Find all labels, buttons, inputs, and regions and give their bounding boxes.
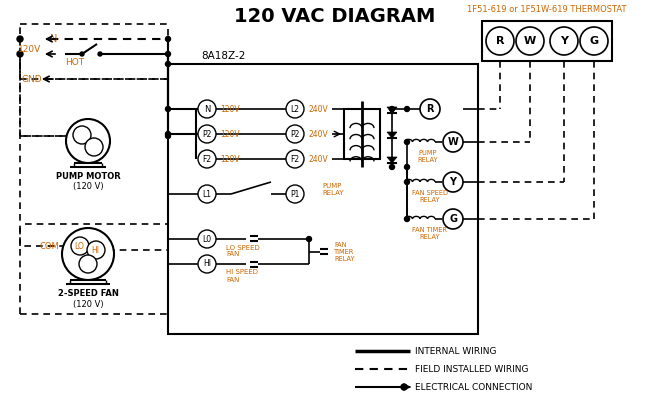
Text: G: G	[590, 36, 598, 46]
Circle shape	[165, 52, 170, 57]
Circle shape	[165, 62, 170, 67]
Text: (120 V): (120 V)	[72, 181, 103, 191]
Text: (120 V): (120 V)	[72, 300, 103, 310]
Circle shape	[405, 165, 409, 170]
Text: 240V: 240V	[308, 104, 328, 114]
Circle shape	[66, 119, 110, 163]
Text: HOT: HOT	[66, 57, 84, 67]
Circle shape	[17, 36, 23, 42]
Circle shape	[165, 134, 170, 139]
Circle shape	[443, 209, 463, 229]
Circle shape	[198, 150, 216, 168]
Text: FIELD INSTALLED WIRING: FIELD INSTALLED WIRING	[415, 365, 529, 373]
Text: GND: GND	[22, 75, 43, 83]
Text: PUMP
RELAY: PUMP RELAY	[322, 183, 344, 196]
Circle shape	[443, 132, 463, 152]
Circle shape	[165, 106, 170, 111]
Circle shape	[73, 126, 91, 144]
Text: 120 VAC DIAGRAM: 120 VAC DIAGRAM	[234, 7, 436, 26]
Circle shape	[420, 99, 440, 119]
Text: Y: Y	[560, 36, 568, 46]
Circle shape	[516, 27, 544, 55]
Text: LO: LO	[74, 241, 84, 251]
Circle shape	[550, 27, 578, 55]
Circle shape	[286, 150, 304, 168]
Text: 240V: 240V	[308, 155, 328, 163]
Text: LO SPEED
FAN: LO SPEED FAN	[226, 245, 260, 258]
Circle shape	[62, 228, 114, 280]
Bar	[168, 64, 478, 334]
Polygon shape	[387, 107, 397, 113]
Circle shape	[405, 217, 409, 222]
Circle shape	[80, 52, 84, 56]
Text: F2: F2	[202, 155, 212, 163]
Text: P2: P2	[290, 129, 299, 139]
Text: L1: L1	[202, 189, 212, 199]
Circle shape	[443, 172, 463, 192]
Circle shape	[286, 185, 304, 203]
Text: W: W	[524, 36, 536, 46]
Text: G: G	[449, 214, 457, 224]
Text: P2: P2	[202, 129, 212, 139]
Text: 1F51-619 or 1F51W-619 THERMOSTAT: 1F51-619 or 1F51W-619 THERMOSTAT	[467, 5, 626, 13]
Text: R: R	[426, 104, 433, 114]
Text: 2-SPEED FAN: 2-SPEED FAN	[58, 290, 119, 298]
Polygon shape	[387, 157, 397, 163]
Text: 120V: 120V	[18, 44, 42, 54]
Circle shape	[71, 237, 89, 255]
Text: ELECTRICAL CONNECTION: ELECTRICAL CONNECTION	[415, 383, 533, 391]
Circle shape	[389, 106, 395, 111]
Circle shape	[198, 230, 216, 248]
Circle shape	[198, 185, 216, 203]
Text: PUMP
RELAY: PUMP RELAY	[417, 150, 438, 163]
Circle shape	[306, 236, 312, 241]
Text: FAN TIMER
RELAY: FAN TIMER RELAY	[413, 227, 448, 240]
Text: N: N	[204, 104, 210, 114]
Circle shape	[405, 140, 409, 145]
Text: 120V: 120V	[220, 104, 240, 114]
Circle shape	[17, 51, 23, 57]
Circle shape	[79, 255, 97, 273]
Text: L0: L0	[202, 235, 212, 243]
Text: PUMP MOTOR: PUMP MOTOR	[56, 171, 121, 181]
Text: 8A18Z-2: 8A18Z-2	[201, 51, 245, 61]
Circle shape	[405, 106, 409, 111]
Polygon shape	[387, 132, 397, 138]
Text: HI: HI	[203, 259, 211, 269]
Bar	[482, 21, 612, 61]
Text: FAN SPEED
RELAY: FAN SPEED RELAY	[412, 189, 448, 202]
Text: Y: Y	[450, 177, 456, 187]
Text: INTERNAL WIRING: INTERNAL WIRING	[415, 347, 496, 355]
Circle shape	[389, 165, 395, 170]
Text: FAN
TIMER
RELAY: FAN TIMER RELAY	[334, 242, 354, 262]
Circle shape	[286, 125, 304, 143]
Text: 240V: 240V	[308, 129, 328, 139]
Text: HI: HI	[91, 246, 99, 254]
Text: L2: L2	[291, 104, 299, 114]
Circle shape	[286, 100, 304, 118]
Text: W: W	[448, 137, 458, 147]
Circle shape	[165, 132, 170, 137]
Circle shape	[165, 36, 170, 41]
Circle shape	[486, 27, 514, 55]
Circle shape	[401, 384, 407, 390]
Circle shape	[198, 100, 216, 118]
Text: COM: COM	[40, 241, 60, 251]
Circle shape	[198, 125, 216, 143]
Circle shape	[580, 27, 608, 55]
Text: N: N	[50, 34, 57, 44]
Text: 120V: 120V	[220, 155, 240, 163]
Text: HI SPEED
FAN: HI SPEED FAN	[226, 269, 258, 282]
Text: R: R	[496, 36, 505, 46]
Text: F2: F2	[290, 155, 299, 163]
Text: P1: P1	[290, 189, 299, 199]
Circle shape	[87, 241, 105, 259]
Text: 120V: 120V	[220, 129, 240, 139]
Bar	[344, 109, 380, 159]
Circle shape	[405, 179, 409, 184]
Circle shape	[85, 138, 103, 156]
Circle shape	[198, 255, 216, 273]
Circle shape	[98, 52, 102, 56]
